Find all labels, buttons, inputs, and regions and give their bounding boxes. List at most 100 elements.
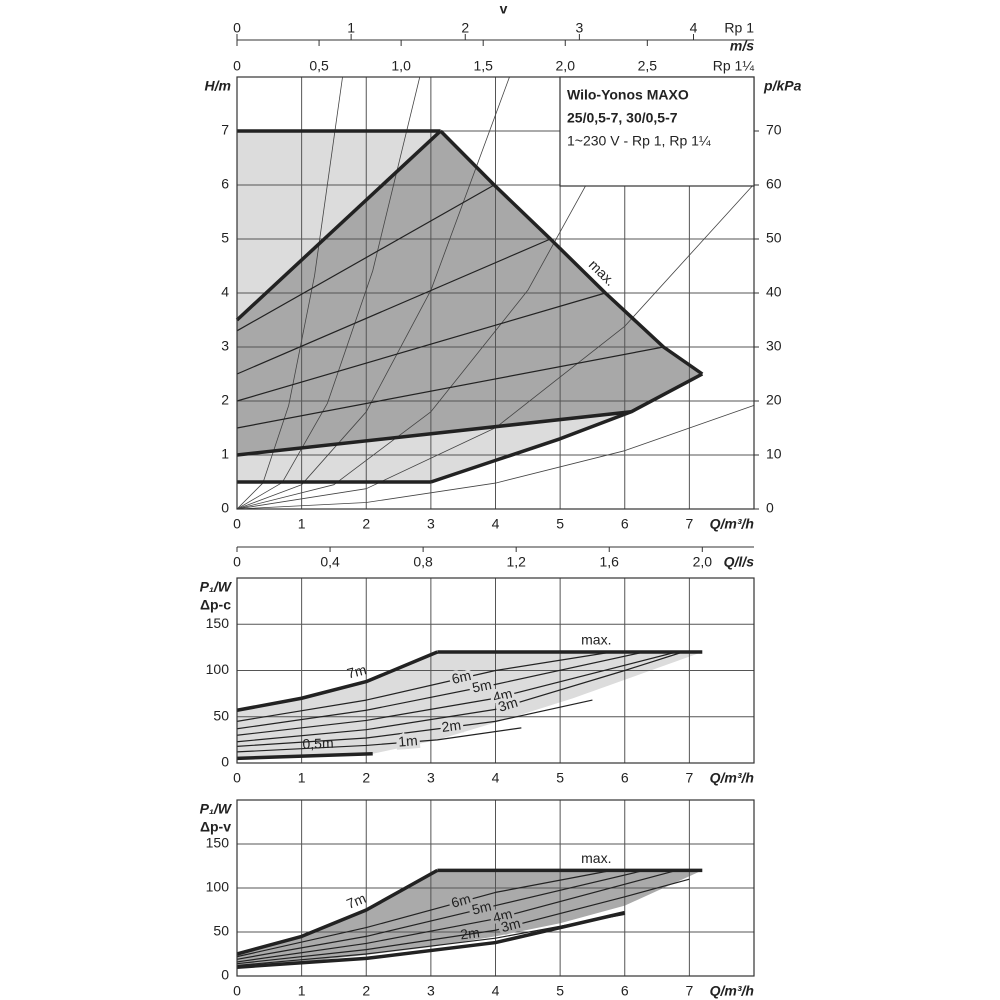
v-tick-label: 1,5 — [473, 58, 493, 74]
y-axis-sublabel: Δp-c — [200, 597, 231, 613]
y-tick-label: 0 — [221, 500, 229, 516]
curve-label-group: 2m — [459, 924, 480, 942]
y2-tick-label: 60 — [766, 176, 782, 192]
chart-note: 1~230 V - Rp 1, Rp 1¼ — [567, 133, 711, 149]
y-axis-label: P₁/W — [200, 579, 233, 595]
v-tick-label: 0 — [233, 20, 241, 36]
limit-curve — [235, 129, 442, 322]
characteristic-curve — [236, 869, 645, 960]
v-tick-label: 0 — [233, 58, 241, 74]
system-curve — [236, 77, 646, 510]
title-box — [559, 76, 755, 187]
curve-label: max. — [581, 850, 611, 866]
y-axis-label: P₁/W — [200, 801, 233, 817]
x-tick-label: 2 — [362, 516, 370, 532]
x-tick-label: 6 — [621, 770, 629, 786]
v-tick-label: 2,0 — [556, 58, 576, 74]
x-tick-label: 4 — [492, 770, 500, 786]
v-tick-label: 0,5 — [309, 58, 329, 74]
x-tick-label: 7 — [685, 770, 693, 786]
system-curve — [236, 76, 510, 510]
x-tick-label: 5 — [556, 983, 564, 999]
x-axis-label: Q/m³/h — [710, 770, 754, 786]
v-tick-label: 1,0 — [391, 58, 411, 74]
chart-title: Wilo-Yonos MAXO — [567, 87, 689, 103]
characteristic-curve — [236, 727, 522, 753]
x-tick-label: 3 — [427, 770, 435, 786]
y2-tick-label: 10 — [766, 446, 782, 462]
limit-curve — [236, 650, 439, 712]
y2-tick-label: 0 — [766, 500, 774, 516]
x-tick-label: 1 — [298, 516, 306, 532]
system-curve — [236, 76, 343, 510]
curve-label: 2m — [441, 717, 462, 735]
y2-axis-label: p/kPa — [763, 78, 802, 94]
y-tick-label: 7 — [221, 122, 229, 138]
y-axis-sublabel: Δp-v — [200, 819, 231, 835]
v-axis-label: v — [500, 1, 508, 17]
limit-curve — [236, 752, 373, 761]
v-axis-unit: m/s — [730, 38, 754, 54]
y-tick-label: 3 — [221, 338, 229, 354]
y-tick-label: 4 — [221, 284, 229, 300]
y-tick-label: 150 — [206, 835, 230, 851]
limit-curve — [236, 868, 439, 956]
y-tick-label: 1 — [221, 446, 229, 462]
v-tick-label: 2,5 — [638, 58, 658, 74]
x-tick-label: 2 — [362, 770, 370, 786]
x-tick-label: 7 — [685, 983, 693, 999]
plot-frame — [236, 577, 755, 764]
characteristic-curve — [236, 292, 606, 402]
y-tick-label: 2 — [221, 392, 229, 408]
x-tick-label: 5 — [556, 770, 564, 786]
x-tick-label: 3 — [427, 983, 435, 999]
curve-label: 2m — [459, 924, 480, 942]
x-tick-label: 4 — [492, 983, 500, 999]
characteristic-curve — [236, 651, 645, 730]
y-tick-label: 5 — [221, 230, 229, 246]
x-tick-label: 0 — [233, 983, 241, 999]
y2-tick-label: 70 — [766, 122, 782, 138]
y-tick-label: 150 — [206, 615, 230, 631]
x2-tick-label: 1,2 — [506, 554, 526, 570]
curve-label-group: 7m — [344, 890, 368, 912]
x-tick-label: 1 — [298, 770, 306, 786]
x2-tick-label: 0 — [233, 554, 241, 570]
v-scale-name: Rp 1¼ — [713, 58, 755, 74]
system-curve — [236, 76, 421, 510]
y2-tick-label: 30 — [766, 338, 782, 354]
characteristic-curve — [236, 651, 684, 743]
characteristic-curve — [236, 869, 612, 958]
y-tick-label: 0 — [221, 967, 229, 983]
v-tick-label: 4 — [690, 20, 698, 36]
y2-tick-label: 40 — [766, 284, 782, 300]
chart-subtitle: 25/0,5-7, 30/0,5-7 — [567, 110, 678, 126]
x-tick-label: 6 — [621, 516, 629, 532]
y2-tick-label: 20 — [766, 392, 782, 408]
x-tick-label: 5 — [556, 516, 564, 532]
y-tick-label: 6 — [221, 176, 229, 192]
characteristic-curve — [236, 651, 612, 722]
characteristic-curve — [236, 184, 495, 332]
y-axis-label: H/m — [205, 78, 231, 94]
limit-curve — [439, 129, 704, 376]
curve-label-group: 2m — [438, 714, 465, 738]
curve-label: 0,5m — [302, 735, 334, 752]
v-tick-label: 3 — [575, 20, 583, 36]
y-tick-label: 100 — [206, 879, 230, 895]
operating-area — [237, 652, 703, 759]
curve-label: 1m — [398, 732, 419, 749]
curve-label: max. — [581, 632, 611, 648]
y-tick-label: 100 — [206, 661, 230, 677]
plot-frame — [236, 799, 755, 977]
y2-tick-label: 50 — [766, 230, 782, 246]
characteristic-curve — [236, 699, 593, 747]
x-axis-label: Q/m³/h — [710, 516, 754, 532]
curve-label-group: 1m — [395, 729, 422, 752]
x2-tick-label: 2,0 — [693, 554, 713, 570]
curve-label-group: 7m — [345, 661, 368, 681]
x-tick-label: 7 — [685, 516, 693, 532]
x2-axis-label: Q/l/s — [724, 554, 755, 570]
limit-curve — [430, 372, 704, 484]
